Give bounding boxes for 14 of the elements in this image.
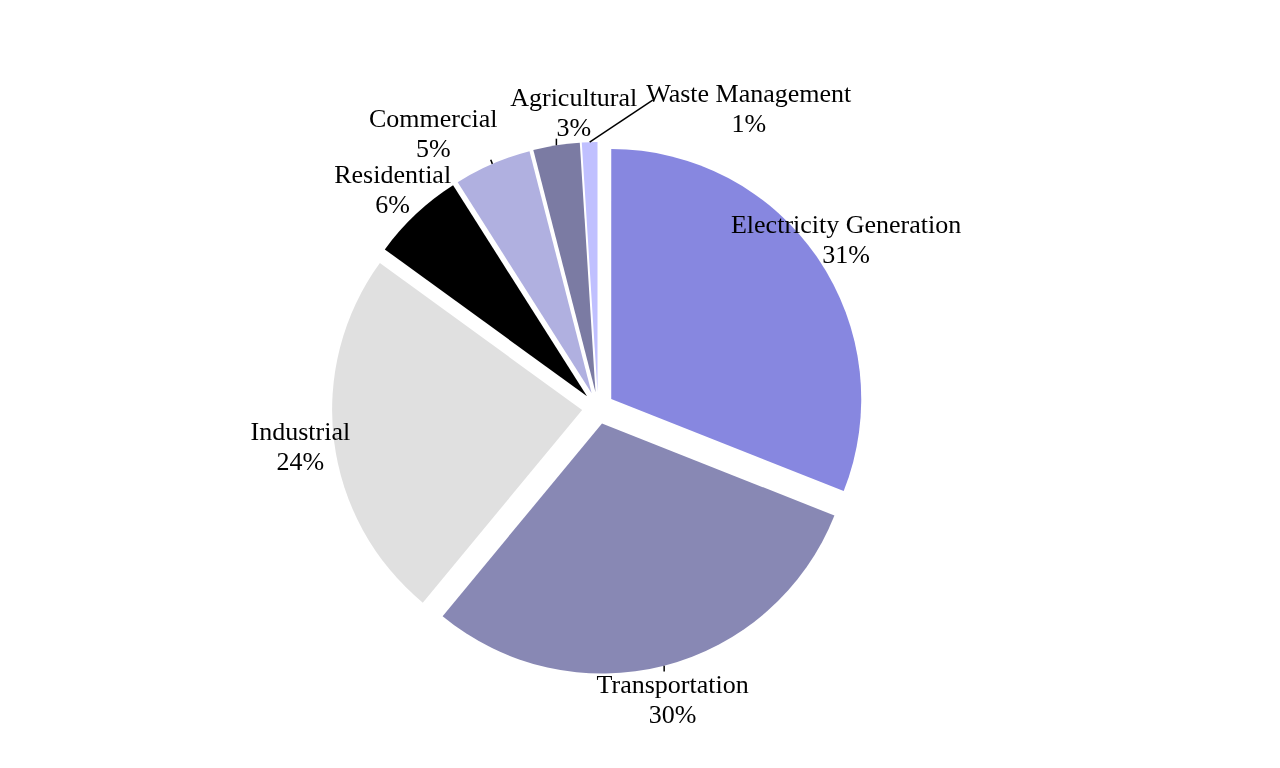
slice-label: Industrial (250, 416, 351, 446)
data-label: 6% (375, 190, 410, 220)
slice-label: Transportation (596, 669, 749, 699)
data-label: 5% (415, 133, 451, 163)
data-label: 30% (648, 699, 697, 729)
data-label: 31% (822, 240, 870, 270)
slice-label: Waste Management (646, 79, 853, 109)
data-label: 3% (556, 112, 592, 142)
slice-label: Commercial (368, 103, 498, 133)
slice-label: Residential (334, 160, 452, 190)
data-label: 1% (731, 109, 767, 139)
data-label: 24% (276, 446, 325, 476)
slice-label: Electricity Generation (730, 210, 962, 240)
slice-label: Agricultural (510, 82, 638, 112)
